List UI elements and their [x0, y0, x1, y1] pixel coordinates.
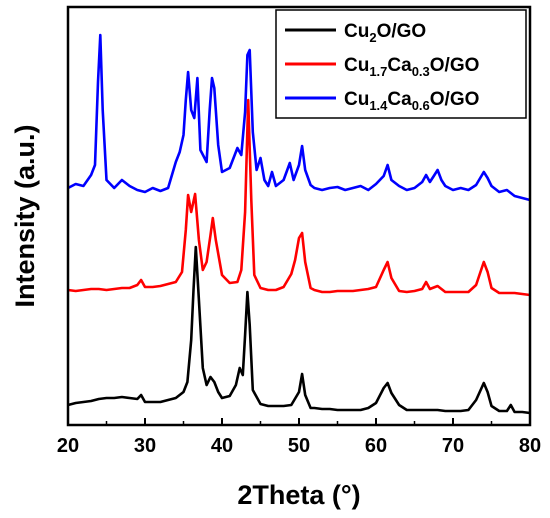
- series-layer: [67, 33, 531, 415]
- legend-label: Cu2O/GO: [344, 21, 426, 45]
- series-line-3: [67, 33, 531, 202]
- x-tick-label: 40: [211, 435, 233, 457]
- x-tick-label: 30: [134, 435, 156, 457]
- y-axis-title: Intensity (a.u.): [10, 124, 40, 307]
- x-axis-tick-labels: 20 30 40 50 60 70 80: [57, 435, 541, 457]
- x-tick-label: 50: [288, 435, 310, 457]
- legend: Cu2O/GO Cu1.7Ca0.3O/GO Cu1.4Ca0.6O/GO: [275, 9, 527, 119]
- x-tick-label: 80: [519, 435, 541, 457]
- series-line-2: [67, 98, 531, 297]
- x-axis-title: 2Theta (°): [237, 480, 360, 510]
- x-tick-label: 20: [57, 435, 79, 457]
- legend-label: Cu1.4Ca0.6O/GO: [344, 89, 479, 113]
- legend-label: Cu1.7Ca0.3O/GO: [344, 55, 479, 79]
- x-tick-label: 70: [442, 435, 464, 457]
- x-axis-ticks: [67, 418, 531, 425]
- series-line-1: [67, 245, 531, 415]
- x-tick-label: 60: [365, 435, 387, 457]
